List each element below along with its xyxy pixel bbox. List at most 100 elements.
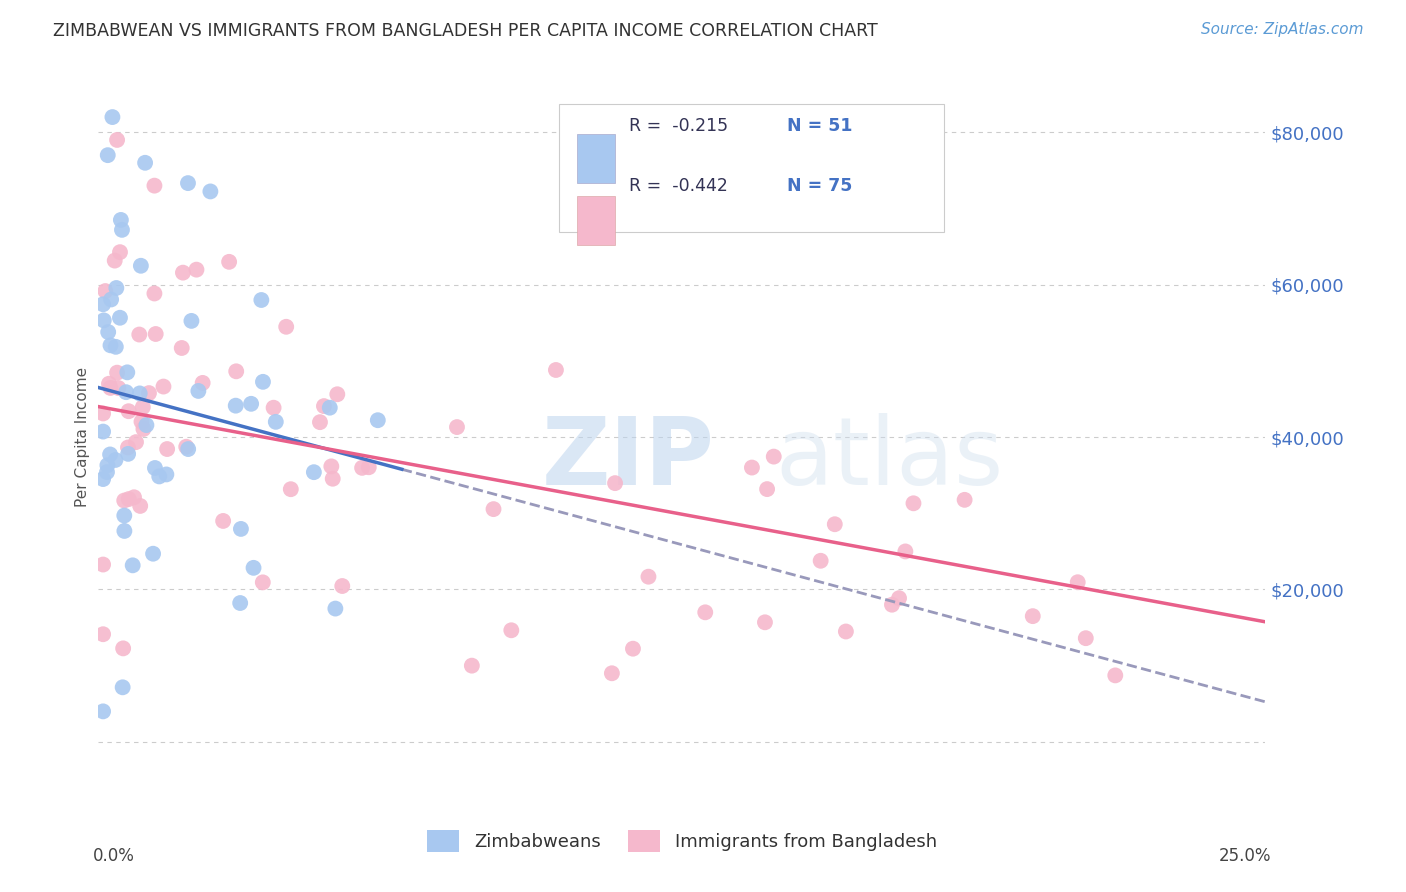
Point	[357, 460, 380, 475]
Point	[132, 422, 155, 436]
Point	[128, 386, 150, 401]
Point	[321, 459, 343, 474]
Point	[134, 155, 156, 169]
Point	[242, 561, 264, 575]
Point	[156, 442, 179, 456]
Point	[250, 293, 273, 307]
Point	[824, 517, 846, 532]
Point	[218, 255, 240, 269]
Point	[621, 641, 644, 656]
Point	[117, 441, 139, 455]
Point	[105, 133, 128, 147]
Point	[105, 366, 128, 380]
Point	[280, 482, 302, 496]
Bar	[576, 134, 616, 183]
Text: N = 51: N = 51	[787, 118, 852, 136]
Point	[754, 615, 776, 630]
Point	[263, 401, 285, 415]
Point	[98, 447, 121, 461]
Point	[108, 310, 131, 325]
Point	[100, 338, 122, 352]
Point	[122, 490, 145, 504]
Point	[104, 340, 127, 354]
Point	[96, 465, 118, 479]
Point	[111, 223, 134, 237]
Point	[101, 110, 124, 124]
Point	[252, 375, 274, 389]
Point	[131, 415, 153, 429]
Text: R =  -0.215: R = -0.215	[630, 118, 728, 136]
Point	[482, 502, 505, 516]
Point	[302, 465, 325, 479]
Point	[129, 259, 152, 273]
Point	[637, 570, 659, 584]
Point	[97, 325, 120, 339]
Point	[115, 385, 138, 400]
Point	[603, 476, 626, 491]
Point	[91, 472, 114, 486]
Legend: Zimbabweans, Immigrants from Bangladesh: Zimbabweans, Immigrants from Bangladesh	[420, 823, 943, 860]
Point	[96, 458, 118, 473]
Point	[880, 598, 903, 612]
Point	[110, 213, 132, 227]
Point	[93, 313, 115, 327]
Point	[501, 624, 523, 638]
Point	[322, 472, 344, 486]
Point	[810, 554, 832, 568]
Point	[229, 596, 252, 610]
Point	[129, 499, 152, 513]
Point	[100, 381, 122, 395]
Text: atlas: atlas	[775, 413, 1004, 505]
Point	[212, 514, 235, 528]
Point	[309, 415, 332, 429]
Text: R =  -0.442: R = -0.442	[630, 178, 728, 195]
Point	[756, 482, 779, 496]
Point	[894, 544, 917, 558]
Point	[170, 341, 193, 355]
Point	[104, 253, 127, 268]
Point	[121, 558, 143, 573]
Point	[600, 666, 623, 681]
Point	[319, 401, 342, 415]
Point	[135, 418, 157, 433]
Point	[91, 705, 114, 719]
Point	[111, 681, 134, 695]
Point	[112, 493, 135, 508]
Point	[200, 185, 222, 199]
Point	[143, 286, 166, 301]
Point	[741, 460, 763, 475]
Point	[112, 508, 135, 523]
Point	[117, 404, 139, 418]
Text: Source: ZipAtlas.com: Source: ZipAtlas.com	[1201, 22, 1364, 37]
Point	[125, 435, 148, 450]
Point	[112, 641, 135, 656]
Point	[152, 379, 174, 393]
Point	[352, 460, 374, 475]
Point	[1022, 609, 1045, 624]
Point	[108, 245, 131, 260]
Point	[367, 413, 389, 427]
Text: ZIP: ZIP	[541, 413, 714, 505]
Point	[118, 491, 141, 506]
Point	[91, 627, 114, 641]
Bar	[576, 195, 616, 245]
Text: 25.0%: 25.0%	[1219, 847, 1271, 864]
Point	[143, 461, 166, 475]
Point	[138, 386, 160, 401]
Point	[240, 397, 263, 411]
Point	[695, 605, 717, 619]
Point	[1067, 575, 1090, 590]
Point	[446, 420, 468, 434]
Point	[326, 387, 349, 401]
Point	[177, 442, 200, 456]
Point	[142, 547, 165, 561]
Point	[887, 591, 910, 606]
FancyBboxPatch shape	[560, 104, 945, 232]
Point	[252, 575, 274, 590]
Point	[112, 524, 135, 538]
Point	[155, 467, 177, 482]
Point	[835, 624, 858, 639]
Point	[544, 363, 567, 377]
Point	[186, 262, 208, 277]
Point	[97, 148, 120, 162]
